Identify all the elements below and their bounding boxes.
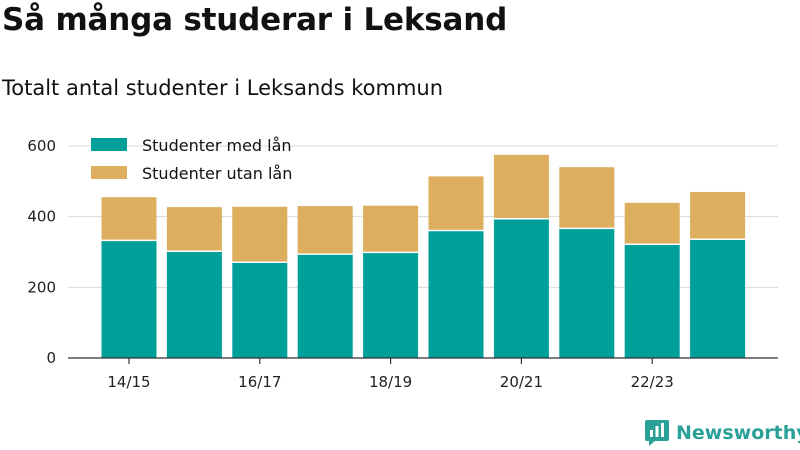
bar-with-loan-16-17 [232, 262, 288, 358]
bar-with-loan-18-19 [363, 252, 419, 358]
bar-without-loan-14-15 [101, 197, 157, 241]
bar-with-loan-22-23 [624, 244, 680, 358]
bar-with-loan-15-16 [166, 251, 222, 358]
bar-chart-speech-bubble-icon [645, 420, 669, 446]
bar-without-loan-15-16 [166, 207, 222, 252]
bar-with-loan-17-18 [297, 254, 353, 358]
axes: 0 200 400 600 14/15 16/17 18/19 20/21 22/23 [27, 137, 778, 391]
bar-without-loan-16-17 [232, 206, 288, 263]
legend-swatch-with-loan [91, 138, 127, 151]
bar-without-loan-17-18 [297, 206, 353, 255]
y-tick-label: 200 [27, 278, 56, 296]
brand-name: Newsworthy [676, 422, 800, 444]
bar-without-loan-19-20 [428, 176, 484, 231]
bar-without-loan-21-22 [559, 167, 615, 229]
bar-with-loan-21-22 [559, 228, 615, 358]
newsworthy-logo: Newsworthy [644, 419, 800, 447]
y-tick-label: 600 [27, 137, 56, 155]
stacked-bar-chart: 0 200 400 600 14/15 16/17 18/19 20/21 22/23 Stud… [27, 136, 778, 391]
legend-label-without-loan: Studenter utan lån [142, 164, 292, 183]
x-tick-label: 18/19 [369, 373, 412, 391]
x-tick-label: 14/15 [107, 373, 150, 391]
x-tick-label: 20/21 [500, 373, 543, 391]
legend-swatch-without-loan [91, 166, 127, 179]
bar-without-loan-20-21 [493, 154, 549, 219]
bars [101, 154, 746, 358]
chart-title: Så många studerar i Leksand [2, 2, 508, 38]
bar-with-loan-14-15 [101, 240, 157, 358]
bar-without-loan-23-24 [690, 191, 746, 240]
chart-subtitle: Totalt antal studenter i Leksands kommun [2, 76, 444, 100]
bar-without-loan-22-23 [624, 202, 680, 245]
bar-without-loan-18-19 [363, 205, 419, 253]
bar-with-loan-20-21 [493, 218, 549, 358]
y-tick-label: 400 [27, 208, 56, 226]
y-tick-label: 0 [46, 349, 56, 367]
bar-with-loan-23-24 [690, 239, 746, 358]
legend-label-with-loan: Studenter med lån [142, 136, 292, 155]
bar-with-loan-19-20 [428, 230, 484, 358]
legend: Studenter med lån Studenter utan lån [91, 136, 292, 183]
x-tick-label: 22/23 [631, 373, 674, 391]
x-tick-label: 16/17 [238, 373, 281, 391]
